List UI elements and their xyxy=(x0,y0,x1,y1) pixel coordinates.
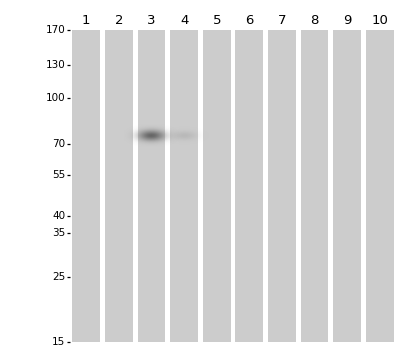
Text: 100: 100 xyxy=(46,93,65,103)
Bar xyxy=(236,30,263,342)
Text: 70: 70 xyxy=(52,139,65,149)
Text: 8: 8 xyxy=(310,14,319,27)
Bar xyxy=(105,30,133,342)
Text: 9: 9 xyxy=(343,14,351,27)
Bar xyxy=(366,30,394,342)
Text: 7: 7 xyxy=(278,14,286,27)
Text: 55: 55 xyxy=(52,170,65,180)
Text: 130: 130 xyxy=(45,60,65,70)
Bar xyxy=(72,30,100,342)
Text: 10: 10 xyxy=(371,14,388,27)
Text: 1: 1 xyxy=(82,14,90,27)
Bar xyxy=(138,30,165,342)
Text: 2: 2 xyxy=(115,14,123,27)
Text: 40: 40 xyxy=(52,211,65,221)
Bar xyxy=(301,30,328,342)
Bar xyxy=(203,30,230,342)
Text: 170: 170 xyxy=(45,25,65,35)
Text: 15: 15 xyxy=(52,337,65,347)
Text: 6: 6 xyxy=(245,14,254,27)
Bar xyxy=(170,30,198,342)
Text: 5: 5 xyxy=(212,14,221,27)
Bar xyxy=(268,30,296,342)
Text: 35: 35 xyxy=(52,228,65,238)
Text: 4: 4 xyxy=(180,14,188,27)
Text: 3: 3 xyxy=(147,14,156,27)
Bar xyxy=(333,30,361,342)
Text: 25: 25 xyxy=(52,272,65,282)
